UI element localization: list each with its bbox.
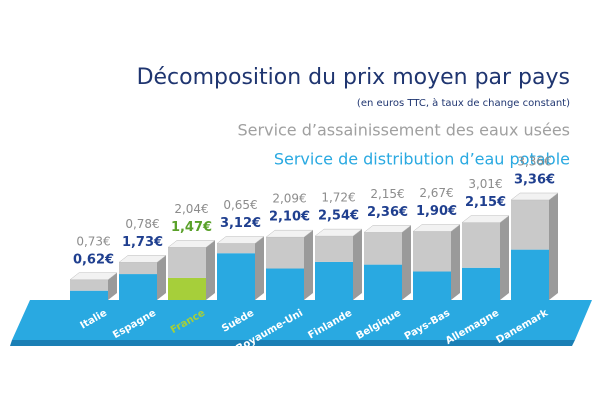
bar-top (314, 228, 363, 237)
bar (217, 243, 255, 254)
bar-side (304, 230, 313, 300)
bar (168, 247, 206, 278)
bar (266, 268, 304, 300)
value-label: 0,73€ (76, 234, 110, 248)
platform-edge (10, 340, 575, 346)
bar-side (157, 255, 166, 300)
bar (462, 267, 500, 300)
value-label: 0,78€ (125, 217, 159, 231)
value-label: 1,73€ (122, 235, 163, 250)
bar-top (265, 229, 314, 238)
bar-top (510, 192, 559, 201)
value-label: 3,36€ (514, 173, 555, 188)
bar-side (500, 215, 509, 300)
bar-side (451, 224, 460, 300)
bar-side (402, 225, 411, 300)
bar-side (206, 240, 215, 300)
bar-top (167, 240, 216, 248)
bar (315, 261, 353, 300)
bar-side (549, 193, 558, 300)
bar (315, 236, 353, 262)
value-label: 3,12€ (220, 216, 261, 231)
bar-top (412, 224, 461, 232)
bar (413, 231, 451, 272)
bar-side (255, 236, 264, 300)
value-label: 2,15€ (465, 195, 506, 210)
bar-top (216, 236, 265, 244)
value-label: 2,15€ (370, 187, 404, 201)
bar (364, 264, 402, 300)
bar-top (69, 272, 118, 281)
value-label: 2,04€ (174, 202, 208, 216)
legend-entry: Service d’assainissement des eaux usées (238, 121, 570, 140)
value-label: 2,10€ (269, 210, 310, 225)
bar (511, 249, 549, 300)
bar (413, 271, 451, 300)
legend-entry: Service de distribution d’eau potable (274, 150, 570, 169)
value-label: 2,09€ (272, 192, 306, 206)
value-label: 3,36€ (517, 155, 551, 169)
bar (462, 222, 500, 268)
value-label: 1,72€ (321, 191, 355, 205)
value-label: 2,54€ (318, 209, 359, 224)
bar-top (363, 225, 412, 233)
value-label: 0,65€ (223, 198, 257, 212)
bar-top (461, 215, 510, 223)
bar (266, 237, 304, 269)
chart-subtitle: (en euros TTC, à taux de change constant… (357, 97, 570, 109)
platform (12, 300, 592, 340)
value-label: 0,62€ (73, 252, 114, 267)
bar (511, 200, 549, 250)
value-label: 3,01€ (468, 177, 502, 191)
chart-title: Décomposition du prix moyen par pays (137, 65, 570, 90)
value-label: 1,47€ (171, 220, 212, 235)
bar (168, 277, 206, 300)
bar (119, 262, 157, 275)
bar (70, 290, 108, 300)
bar-top (118, 255, 167, 263)
bar-side (353, 229, 362, 300)
bar (217, 253, 255, 300)
bar-side (108, 272, 117, 300)
value-label: 2,36€ (367, 205, 408, 220)
bar (364, 232, 402, 265)
value-label: 2,67€ (419, 186, 453, 200)
bar (119, 274, 157, 300)
bar (70, 279, 108, 291)
value-label: 1,90€ (416, 204, 457, 219)
